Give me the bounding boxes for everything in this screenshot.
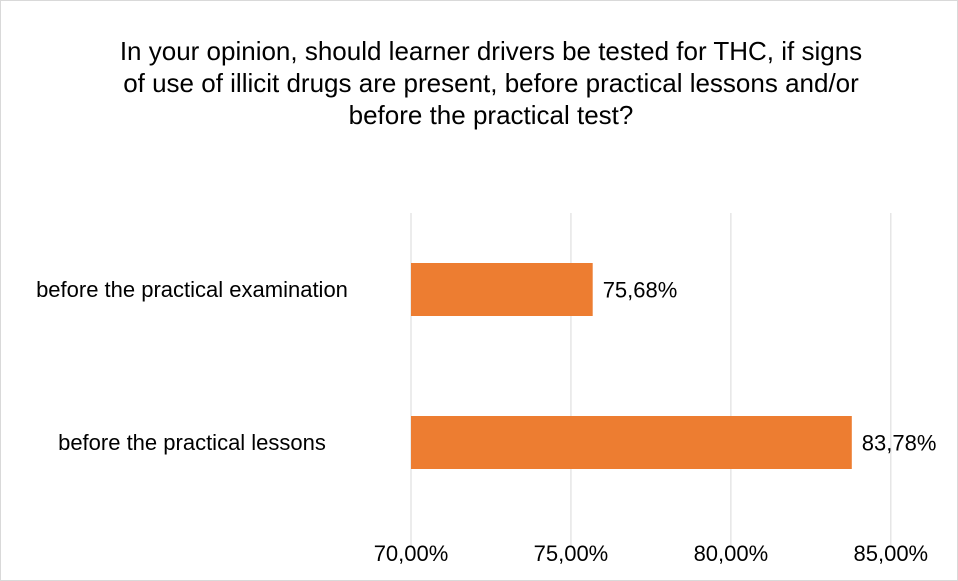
bar bbox=[411, 263, 593, 316]
data-label: 83,78% bbox=[862, 430, 937, 455]
x-tick-label: 75,00% bbox=[534, 541, 609, 566]
bar bbox=[411, 416, 852, 469]
y-tick-label: before the practical lessons bbox=[58, 429, 326, 455]
chart-title: In your opinion, should learner drivers … bbox=[119, 36, 863, 130]
x-tick-label: 85,00% bbox=[854, 541, 929, 566]
x-tick-label: 70,00% bbox=[374, 541, 449, 566]
x-tick-label: 80,00% bbox=[694, 541, 769, 566]
data-label: 75,68% bbox=[603, 277, 678, 302]
y-tick-label: before the practical examination bbox=[36, 276, 348, 302]
